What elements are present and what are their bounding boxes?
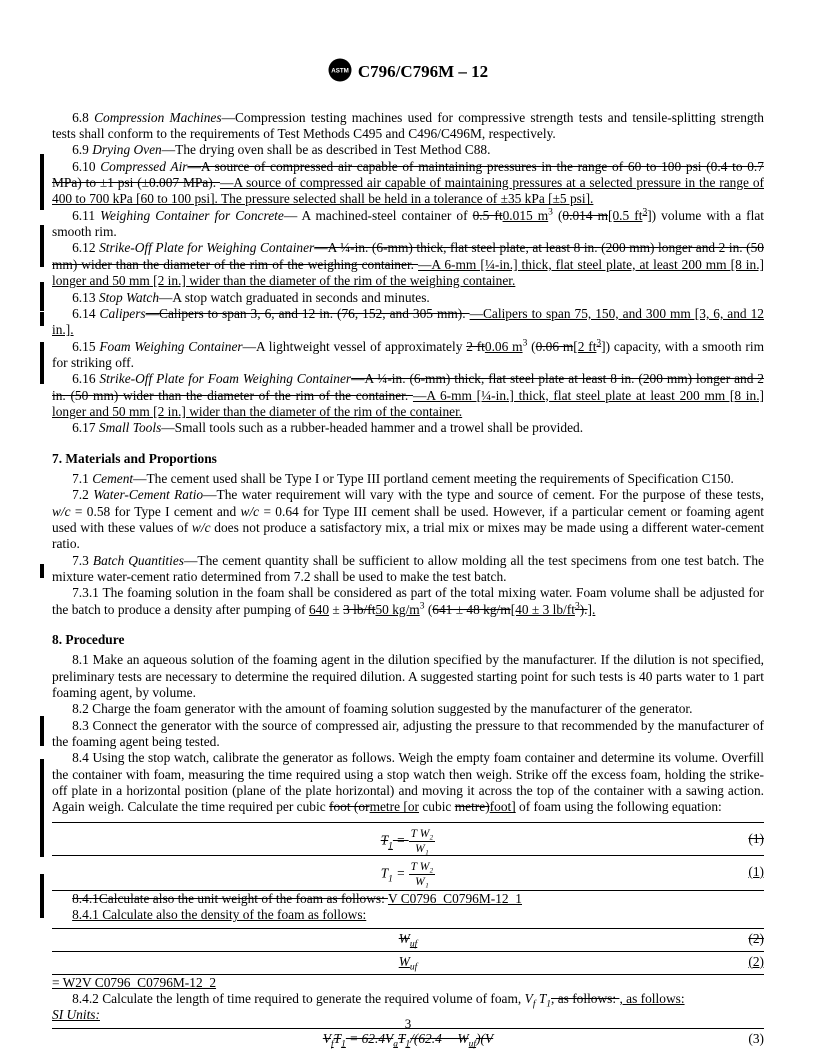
change-bar bbox=[40, 282, 44, 311]
logo-text: ASTM bbox=[331, 68, 349, 75]
change-bar bbox=[40, 564, 44, 578]
para-8-2: 8.2 Charge the foam generator with the a… bbox=[52, 701, 764, 717]
para-6-9: 6.9 Drying Oven—The drying oven shall be… bbox=[52, 142, 764, 158]
rule bbox=[52, 928, 764, 929]
doc-header: ASTM C796/C796M – 12 bbox=[52, 58, 764, 88]
equation-1-old: T1 = T W₂W₁ (1) bbox=[52, 825, 764, 853]
para-6-17: 6.17 Small Tools—Small tools such as a r… bbox=[52, 420, 764, 436]
para-6-13: 6.13 Stop Watch—A stop watch graduated i… bbox=[52, 290, 764, 306]
para-6-14: 6.14 Calipers—Calipers to span 3, 6, and… bbox=[52, 306, 764, 339]
para-6-11: 6.11 Weighing Container for Concrete— A … bbox=[52, 208, 764, 241]
para-7-1: 7.1 Cement—The cement used shall be Type… bbox=[52, 471, 764, 487]
para-6-10: 6.10 Compressed Air—A source of compress… bbox=[52, 159, 764, 208]
para-8-4-1-new: 8.4.1 Calculate also the density of the … bbox=[52, 907, 764, 923]
change-bar bbox=[40, 225, 44, 267]
page: ASTM C796/C796M – 12 6.8 Compression Mac… bbox=[0, 0, 816, 1056]
para-w2v: = W2V C0796_C0796M-12_2 bbox=[52, 975, 764, 991]
change-bar bbox=[40, 759, 44, 857]
para-7-3: 7.3 Batch Quantities—The cement quantity… bbox=[52, 553, 764, 586]
change-bar bbox=[40, 154, 44, 210]
equation-2-old: Wuf (2) bbox=[52, 931, 764, 949]
section-7-heading: 7. Materials and Proportions bbox=[52, 451, 764, 467]
section-8-heading: 8. Procedure bbox=[52, 632, 764, 648]
change-bar bbox=[40, 312, 44, 326]
para-6-12: 6.12 Strike-Off Plate for Weighing Conta… bbox=[52, 240, 764, 289]
astm-logo: ASTM bbox=[328, 58, 352, 88]
para-8-4-1-old: 8.4.1Calculate also the unit weight of t… bbox=[52, 891, 764, 907]
equation-2-new: Wuf (2) bbox=[52, 954, 764, 972]
para-8-1: 8.1 Make an aqueous solution of the foam… bbox=[52, 652, 764, 701]
page-number: 3 bbox=[0, 1016, 816, 1032]
para-7-2: 7.2 Water-Cement Ratio—The water require… bbox=[52, 487, 764, 552]
para-8-4: 8.4 Using the stop watch, calibrate the … bbox=[52, 750, 764, 815]
designation: C796/C796M – 12 bbox=[358, 62, 488, 81]
equation-3: VfT1 = 62.4VaT1/(62.4 − Wuf)(V (3) bbox=[52, 1031, 764, 1049]
change-bar bbox=[40, 716, 44, 746]
rule bbox=[52, 951, 764, 952]
change-bar bbox=[40, 874, 44, 918]
para-6-8: 6.8 Compression Machines—Compression tes… bbox=[52, 110, 764, 143]
rule bbox=[52, 822, 764, 823]
equation-1-new: T1 = T W₂W₁ (1) bbox=[52, 858, 764, 888]
para-6-16: 6.16 Strike-Off Plate for Foam Weighing … bbox=[52, 371, 764, 420]
para-8-3: 8.3 Connect the generator with the sourc… bbox=[52, 718, 764, 751]
para-7-3-1: 7.3.1 The foaming solution in the foam s… bbox=[52, 585, 764, 618]
change-bar bbox=[40, 342, 44, 384]
para-6-15: 6.15 Foam Weighing Container—A lightweig… bbox=[52, 339, 764, 372]
para-8-4-2: 8.4.2 Calculate the length of time requi… bbox=[52, 991, 764, 1007]
